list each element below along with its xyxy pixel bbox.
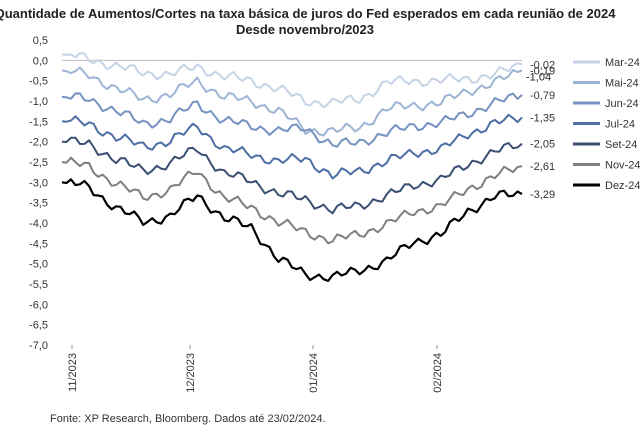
series-line-dez-24 [61, 178, 523, 282]
annotation-label: -1,04 [526, 71, 551, 83]
x-tick-label: 02/2024 [432, 353, 444, 393]
y-tick-label: 0,0 [33, 55, 48, 67]
end-label-set-24: -2,05 [530, 139, 555, 151]
annotations: -1,04-2,02-6,71 [526, 71, 551, 83]
chart-title: Quantidade de Aumentos/Cortes na taxa bá… [0, 6, 616, 21]
x-tick-label: 11/2023 [67, 353, 79, 392]
y-tick-label: -3,5 [29, 198, 48, 210]
legend-label-mai-24: Mai-24 [605, 78, 639, 90]
chart-subtitle: Desde novembro/2023 [236, 22, 374, 37]
y-tick-label: -5,5 [29, 279, 48, 291]
series-line-mai-24 [61, 66, 523, 137]
end-label-mai-24: -0,19 [530, 66, 555, 78]
x-tick-label: 01/2024 [308, 353, 320, 393]
end-label-nov-24: -2,61 [530, 161, 555, 173]
legend-label-dez-24: Dez-24 [605, 180, 640, 192]
y-tick-label: 0,5 [33, 35, 48, 47]
legend-label-jun-24: Jun-24 [605, 98, 639, 110]
series-line-set-24 [61, 136, 523, 215]
legend-label-jul-24: Jul-24 [605, 119, 635, 131]
series-line-mar-24 [61, 52, 523, 109]
y-axis: 0,5 0,0 -0,5 -1,0 -1,5 -2,0 -2,5 -3,0 -3,5 -4,0 -4… [29, 35, 48, 352]
end-labels: -0,02-0,19 -0,79 -1,35 -2,05 -2,61 -3,29 [530, 59, 555, 201]
x-axis: 11/2023 12/2023 01/2024 02/2024 [67, 345, 444, 393]
legend-label-nov-24: Nov-24 [605, 160, 640, 172]
y-tick-label: -2,5 [29, 157, 48, 169]
y-tick-label: -2,0 [29, 137, 48, 149]
y-tick-label: -3,0 [29, 177, 48, 189]
legend: Mar-24 Mai-24 Jun-24 Jul-24 Set-24 Nov-24 Dez-… [573, 57, 640, 192]
y-tick-label: -6,5 [29, 320, 48, 332]
y-tick-label: -1,5 [29, 116, 48, 128]
y-tick-label: -5,0 [29, 259, 48, 271]
series-lines [61, 52, 523, 282]
y-tick-label: -1,0 [29, 96, 48, 108]
y-tick-label: -4,5 [29, 238, 48, 250]
y-tick-label: -4,0 [29, 218, 48, 230]
legend-label-mar-24: Mar-24 [605, 57, 640, 69]
legend-label-set-24: Set-24 [605, 139, 637, 151]
series-line-jul-24 [61, 113, 523, 180]
end-label-dez-24: -3,29 [530, 189, 555, 201]
series-line-jun-24 [61, 92, 523, 148]
end-label-jul-24: -1,35 [530, 112, 555, 124]
series-line-nov-24 [61, 156, 523, 245]
y-tick-label: -0,5 [29, 76, 48, 88]
end-label-jun-24: -0,79 [530, 90, 555, 102]
end-label-mar-24: -0,02 [530, 59, 555, 71]
y-tick-label: -7,0 [29, 340, 48, 352]
x-tick-label: 12/2023 [185, 353, 197, 393]
footnote: Fonte: XP Research, Bloomberg. Dados até… [50, 413, 326, 425]
y-tick-label: -6,0 [29, 299, 48, 311]
